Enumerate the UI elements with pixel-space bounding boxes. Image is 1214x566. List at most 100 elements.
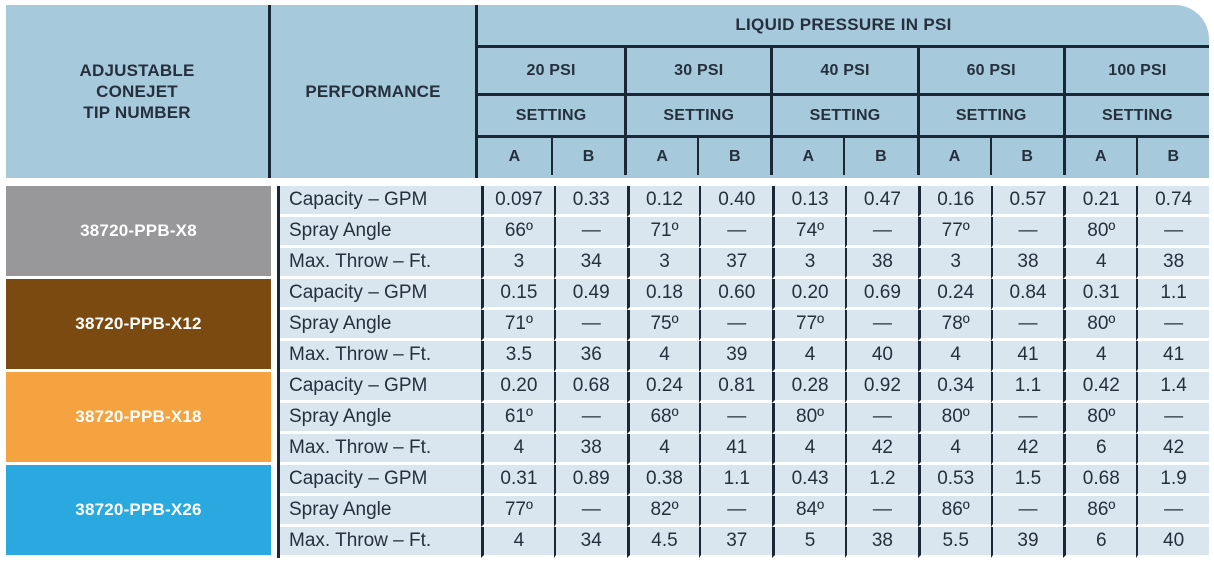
value-cell: 3 bbox=[917, 248, 991, 279]
value-cell: 41 bbox=[699, 434, 773, 465]
table-row: Spray Angle 77º —82º —84º —86º —86º — bbox=[280, 496, 1209, 527]
tip-number-cell: 38720-PPB-X8 bbox=[6, 186, 271, 276]
table-row: Spray Angle 71º —75º —77º —78º —80º — bbox=[280, 310, 1209, 341]
setting-a-header: A bbox=[916, 138, 990, 175]
value-cell: 5.5 bbox=[917, 527, 991, 558]
setting-row: SETTING SETTING SETTING SETTING SETTING bbox=[478, 96, 1209, 138]
value-cell: 78º bbox=[917, 310, 991, 341]
value-cell: 34 bbox=[553, 527, 627, 558]
value-cell: — bbox=[845, 310, 918, 341]
value-cell: 0.28 bbox=[772, 372, 845, 403]
table-header: ADJUSTABLE CONEJET TIP NUMBER PERFORMANC… bbox=[6, 5, 1209, 178]
tip-number-cell: 38720-PPB-X12 bbox=[6, 279, 271, 369]
value-cell: 80º bbox=[1063, 217, 1137, 248]
value-cell: 4 bbox=[626, 341, 700, 372]
performance-label-cell: Max. Throw – Ft. bbox=[280, 434, 481, 465]
value-cell: — bbox=[699, 217, 773, 248]
value-cell: 86º bbox=[1063, 496, 1137, 527]
value-cell: 0.20 bbox=[481, 372, 554, 403]
psi-header-cell: 60 PSI bbox=[916, 48, 1063, 93]
value-cell: 41 bbox=[1136, 341, 1209, 372]
value-cell: 4 bbox=[1063, 341, 1137, 372]
psi-header-cell: 40 PSI bbox=[770, 48, 916, 93]
value-cell: 0.097 bbox=[481, 186, 554, 217]
value-cell: 5 bbox=[772, 527, 845, 558]
value-cell: 71º bbox=[481, 310, 554, 341]
table-row: Max. Throw – Ft. 4 38 4 41 4 42 4 42 6 42 bbox=[280, 434, 1209, 465]
value-cell: 0.60 bbox=[699, 279, 773, 310]
performance-label-cell: Capacity – GPM bbox=[280, 372, 481, 403]
value-cell: 0.47 bbox=[845, 186, 918, 217]
value-cell: 38 bbox=[553, 434, 627, 465]
value-cell: — bbox=[553, 217, 627, 248]
value-cell: 0.69 bbox=[845, 279, 918, 310]
value-cell: — bbox=[699, 310, 773, 341]
table-row: Max. Throw – Ft. 4 34 4.5 37 5 38 5.5 39 6 40 bbox=[280, 527, 1209, 558]
value-cell: 6 bbox=[1063, 434, 1137, 465]
setting-a-header: A bbox=[508, 147, 521, 165]
table-row: Max. Throw – Ft. 3 34 3 37 3 38 3 38 4 38 bbox=[280, 248, 1209, 279]
value-cell: — bbox=[553, 496, 627, 527]
value-cell: 1.1 bbox=[1136, 279, 1209, 310]
performance-label-cell: Max. Throw – Ft. bbox=[280, 341, 481, 372]
value-cell: 3 bbox=[481, 248, 554, 279]
performance-label-cell: Capacity – GPM bbox=[280, 279, 481, 310]
value-cell: — bbox=[553, 403, 627, 434]
value-cell: 42 bbox=[990, 434, 1064, 465]
value-cell: — bbox=[990, 496, 1064, 527]
tip-group: 38720-PPB-X8 Capacity – GPM 0.097 0.33 0.12 0… bbox=[6, 186, 1209, 279]
value-cell: — bbox=[699, 403, 773, 434]
group-rows: Capacity – GPM 0.20 0.68 0.24 0.81 0.28 0.92 0.… bbox=[277, 372, 1209, 465]
value-cell: 3 bbox=[772, 248, 845, 279]
value-cell: 4 bbox=[917, 341, 991, 372]
performance-label-cell: Spray Angle bbox=[280, 496, 481, 527]
performance-column-header: PERFORMANCE bbox=[271, 5, 475, 178]
table-row: Capacity – GPM 0.20 0.68 0.24 0.81 0.28 0.92 0.… bbox=[280, 372, 1209, 403]
value-cell: 80º bbox=[1063, 403, 1137, 434]
value-cell: — bbox=[990, 217, 1064, 248]
value-cell: 37 bbox=[699, 527, 773, 558]
value-cell: 86º bbox=[917, 496, 991, 527]
setting-header-cell: SETTING bbox=[916, 96, 1063, 135]
value-cell: 0.31 bbox=[481, 465, 554, 496]
value-cell: 61º bbox=[481, 403, 554, 434]
table-body: 38720-PPB-X8 Capacity – GPM 0.097 0.33 0.12 0… bbox=[6, 186, 1209, 558]
value-cell: — bbox=[845, 403, 918, 434]
performance-label-cell: Capacity – GPM bbox=[280, 465, 481, 496]
pressure-header-block: LIQUID PRESSURE IN PSI 20 PSI 30 PSI 40 PS… bbox=[475, 5, 1209, 178]
value-cell: — bbox=[1136, 496, 1209, 527]
psi-columns-row: 20 PSI 30 PSI 40 PSI 60 PSI 100 PSI bbox=[478, 48, 1209, 96]
setting-b-header: B bbox=[843, 138, 916, 175]
value-cell: 4 bbox=[481, 434, 554, 465]
value-cell: 75º bbox=[626, 310, 700, 341]
setting-header-cell: SETTING bbox=[770, 96, 916, 135]
value-cell: 4 bbox=[772, 341, 845, 372]
value-cell: 1.4 bbox=[1136, 372, 1209, 403]
value-cell: 38 bbox=[845, 248, 918, 279]
tip-group: 38720-PPB-X18 Capacity – GPM 0.20 0.68 0.24 0… bbox=[6, 372, 1209, 465]
value-cell: — bbox=[990, 403, 1064, 434]
value-cell: 42 bbox=[845, 434, 918, 465]
value-cell: 36 bbox=[553, 341, 627, 372]
value-cell: 66º bbox=[481, 217, 554, 248]
value-cell: 77º bbox=[772, 310, 845, 341]
column-gap bbox=[271, 465, 277, 558]
value-cell: 1.1 bbox=[990, 372, 1064, 403]
value-cell: 0.33 bbox=[553, 186, 627, 217]
value-cell: — bbox=[1136, 403, 1209, 434]
value-cell: 40 bbox=[845, 341, 918, 372]
value-cell: 4 bbox=[626, 434, 700, 465]
value-cell: 0.43 bbox=[772, 465, 845, 496]
value-cell: 37 bbox=[699, 248, 773, 279]
setting-a-header: A bbox=[770, 138, 843, 175]
value-cell: 0.15 bbox=[481, 279, 554, 310]
value-cell: 0.21 bbox=[1063, 186, 1137, 217]
value-cell: 0.84 bbox=[990, 279, 1064, 310]
liquid-pressure-header: LIQUID PRESSURE IN PSI bbox=[478, 5, 1209, 48]
setting-b-header: B bbox=[1135, 138, 1209, 175]
value-cell: 1.1 bbox=[699, 465, 773, 496]
value-cell: 80º bbox=[917, 403, 991, 434]
value-cell: 80º bbox=[772, 403, 845, 434]
